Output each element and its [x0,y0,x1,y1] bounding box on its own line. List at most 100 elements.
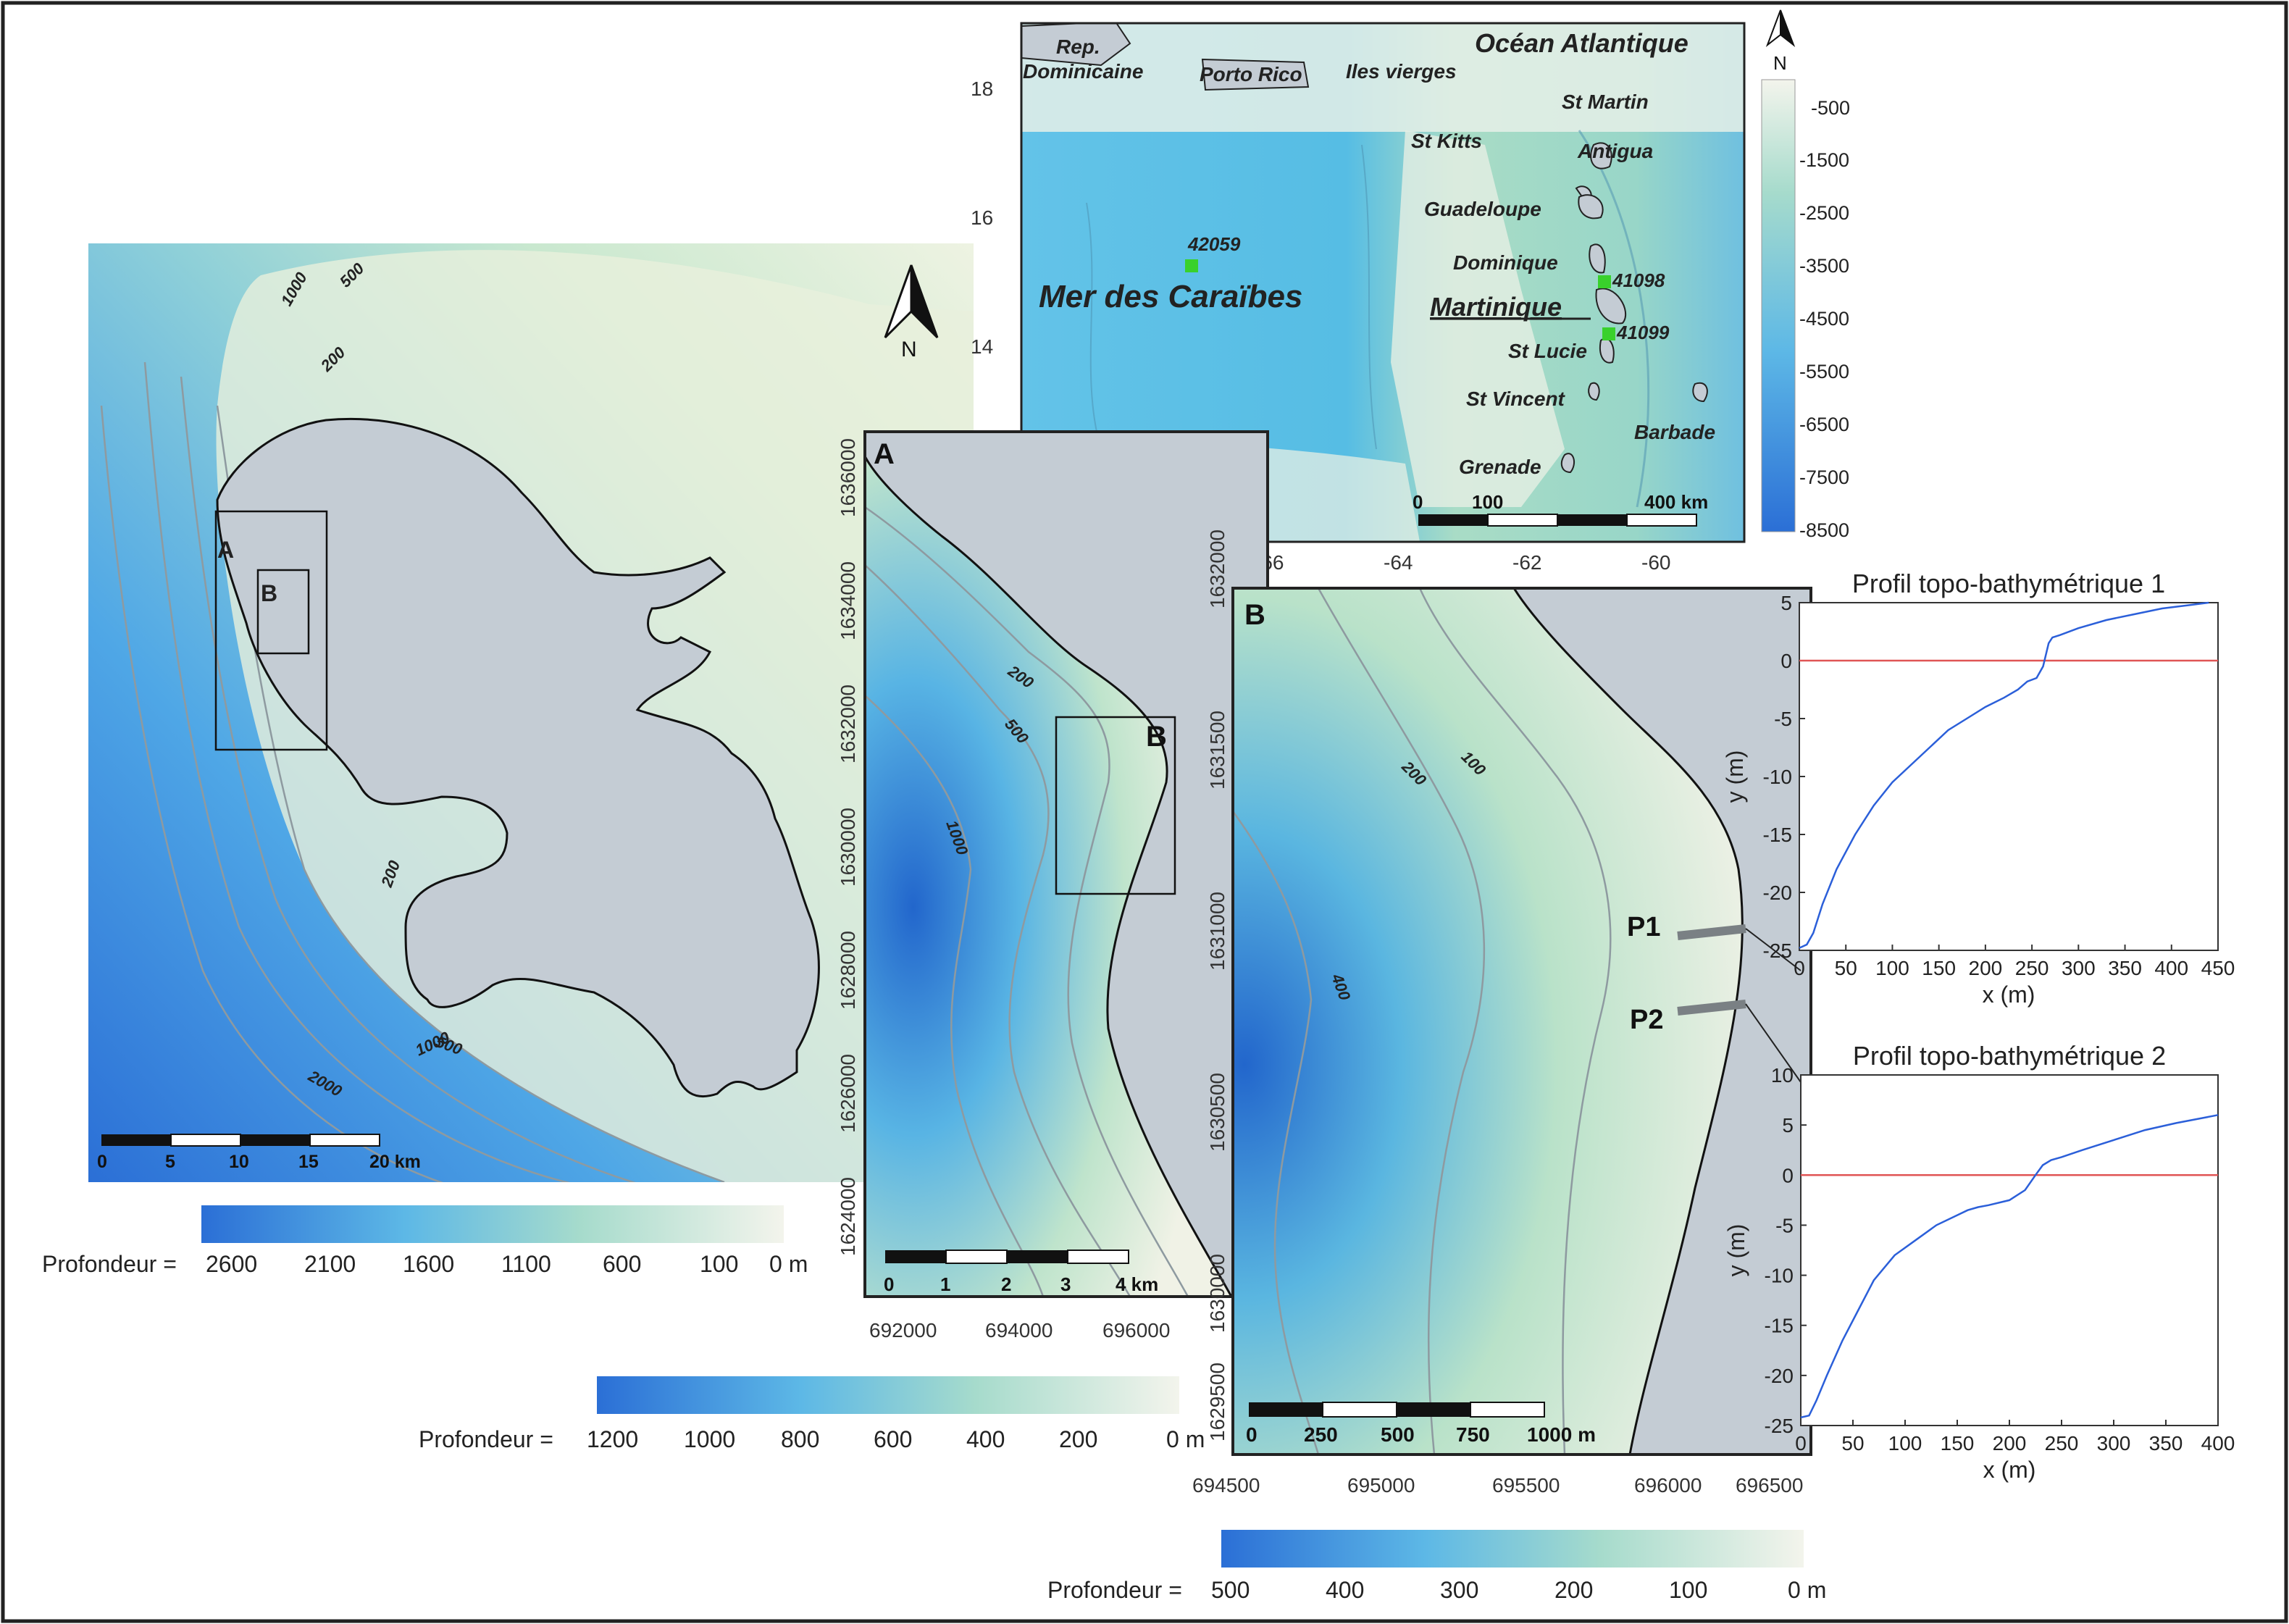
scale-label: 1000 m [1527,1423,1596,1446]
map-a-contour [865,506,1189,1297]
x-tick-label: 250 [2045,1432,2079,1455]
map-a-y-tick: 1628000 [837,931,859,1010]
map-a-legend-value: 0 m [1166,1426,1205,1452]
y-tick-label: -10 [1765,1265,1794,1287]
y-tick-label: -5 [1774,708,1792,730]
regional-x-tick: -62 [1512,551,1541,574]
x-tick-label: 100 [1875,957,1909,979]
profile-label-p1: P1 [1627,912,1660,942]
x-tick-label: 450 [2201,957,2235,979]
map-b-legend-value: 0 m [1788,1577,1826,1603]
x-tick-label: 50 [1835,957,1857,979]
scale-label: 4 km [1116,1273,1158,1295]
map-b-legend-value: 200 [1554,1577,1593,1603]
map-a-x-tick: 696000 [1102,1319,1170,1342]
regional-frame [1020,22,1746,543]
map-a-legend-value: 1200 [587,1426,638,1452]
profile-leader-p1 [1745,928,1802,971]
chart-title: Profil topo-bathymétrique 1 [1852,569,2165,598]
profile-chart-2: Profil topo-bathymétrique 20 50 100 150 200 2… [1723,1041,2235,1483]
overview-legend-value: 600 [603,1251,641,1277]
map-a-legend-value: 800 [781,1426,819,1452]
buoy-label: 42059 [1187,233,1241,255]
profile-line-p2 [1677,1000,1746,1016]
porto-rico-island [1201,58,1310,91]
overview-label-a: A [217,537,234,563]
regional-x-tick: -60 [1641,551,1670,574]
x-tick-label: 0 [1795,1432,1807,1455]
buoy-label: 41098 [1612,269,1665,291]
y-tick-label: 5 [1780,592,1792,614]
profile-line-p1 [1677,924,1746,940]
plot-area [1799,602,2219,951]
place-label: Iles vierges [1346,60,1457,83]
profile-label-p2: P2 [1630,1005,1663,1035]
scale-label: 0 [97,1152,107,1172]
x-tick-label: 200 [1969,957,2003,979]
regional-legend-value: -7500 [1799,466,1849,488]
map-a-x-tick: 692000 [869,1319,937,1342]
map-a-y-tick: 1624000 [837,1177,859,1256]
map-a-contour [865,564,1131,1297]
scale-label: 100 [1472,491,1503,513]
place-label: St Kitts [1411,130,1482,152]
profile-chart-1: Profil topo-bathymétrique 10 50 100 150 200 2… [1722,569,2235,1008]
north-arrow-icon [884,264,939,339]
x-tick-label: 400 [2154,957,2188,979]
place-label: Rep. [1056,35,1100,58]
regional-y-tick: 18 [971,78,993,100]
map-b-y-tick: 1629500 [1206,1363,1229,1441]
map-b-x-tick: 696000 [1634,1474,1702,1497]
scale-label: 2 [1001,1273,1011,1295]
x-tick-label: 100 [1888,1432,1922,1455]
y-tick-label: 10 [1771,1064,1794,1087]
overview-map: A B 1000 500 200 200 500 1000 2000 N 0 5… [88,243,974,1182]
overview-legend-value: 2600 [206,1251,257,1277]
map-b-x-tick: 696500 [1736,1474,1803,1497]
scale-label: 10 [229,1152,249,1172]
regional-north-label: N [1773,52,1787,74]
regional-legend-value: -6500 [1799,414,1849,435]
y-tick-label: -15 [1763,824,1792,846]
map-b-legend-value: 500 [1211,1577,1250,1603]
overview-legend-value: 1100 [501,1251,551,1277]
x-axis-label: x (m) [1983,1457,2036,1483]
map-a-contour [865,695,1045,1297]
x-axis-label: x (m) [1983,981,2035,1008]
x-tick-label: 250 [2015,957,2049,979]
overview-box-a [214,510,328,751]
overview-legend-value: 1600 [403,1251,454,1277]
guadeloupe-island [1578,194,1604,219]
y-tick-label: -10 [1763,766,1792,788]
map-b-contour [1317,588,1486,1455]
x-tick-label: 300 [2097,1432,2131,1455]
map-b-x-tick: 695500 [1492,1474,1560,1497]
place-label: Antigua [1577,140,1653,162]
scale-label: 0 [1413,491,1423,513]
map-b-y-tick: 1631000 [1206,892,1229,971]
y-tick-label: -20 [1765,1365,1794,1387]
y-tick-label: -25 [1763,939,1792,962]
x-tick-label: 300 [2062,957,2096,979]
scale-label: 1 [940,1273,950,1295]
map-a-legend-value: 1000 [684,1426,735,1452]
x-tick-label: 400 [2201,1432,2235,1455]
scale-label: 20 km [369,1152,421,1172]
x-tick-label: 150 [1941,1432,1975,1455]
buoy-marker [1598,275,1611,288]
regional-y-tick: 14 [971,335,993,358]
martinique-island [216,417,820,1098]
scale-label: 3 [1060,1273,1071,1295]
regional-north-arrow-icon [1765,9,1796,47]
overview-legend-value: 100 [700,1251,738,1277]
regional-legend-value: -2500 [1799,202,1849,224]
scale-label: 0 [884,1273,894,1295]
hispaniola-island [1021,23,1131,67]
map-b-y-tick: 1632000 [1206,530,1229,608]
regional-legend-value: -4500 [1799,308,1849,330]
overview-contour-1000 [143,361,571,1182]
map-a-legend-value: 200 [1059,1426,1097,1452]
map-b-legend: Profondeur = 500 400 300 200 100 0 m [1047,1530,1826,1603]
